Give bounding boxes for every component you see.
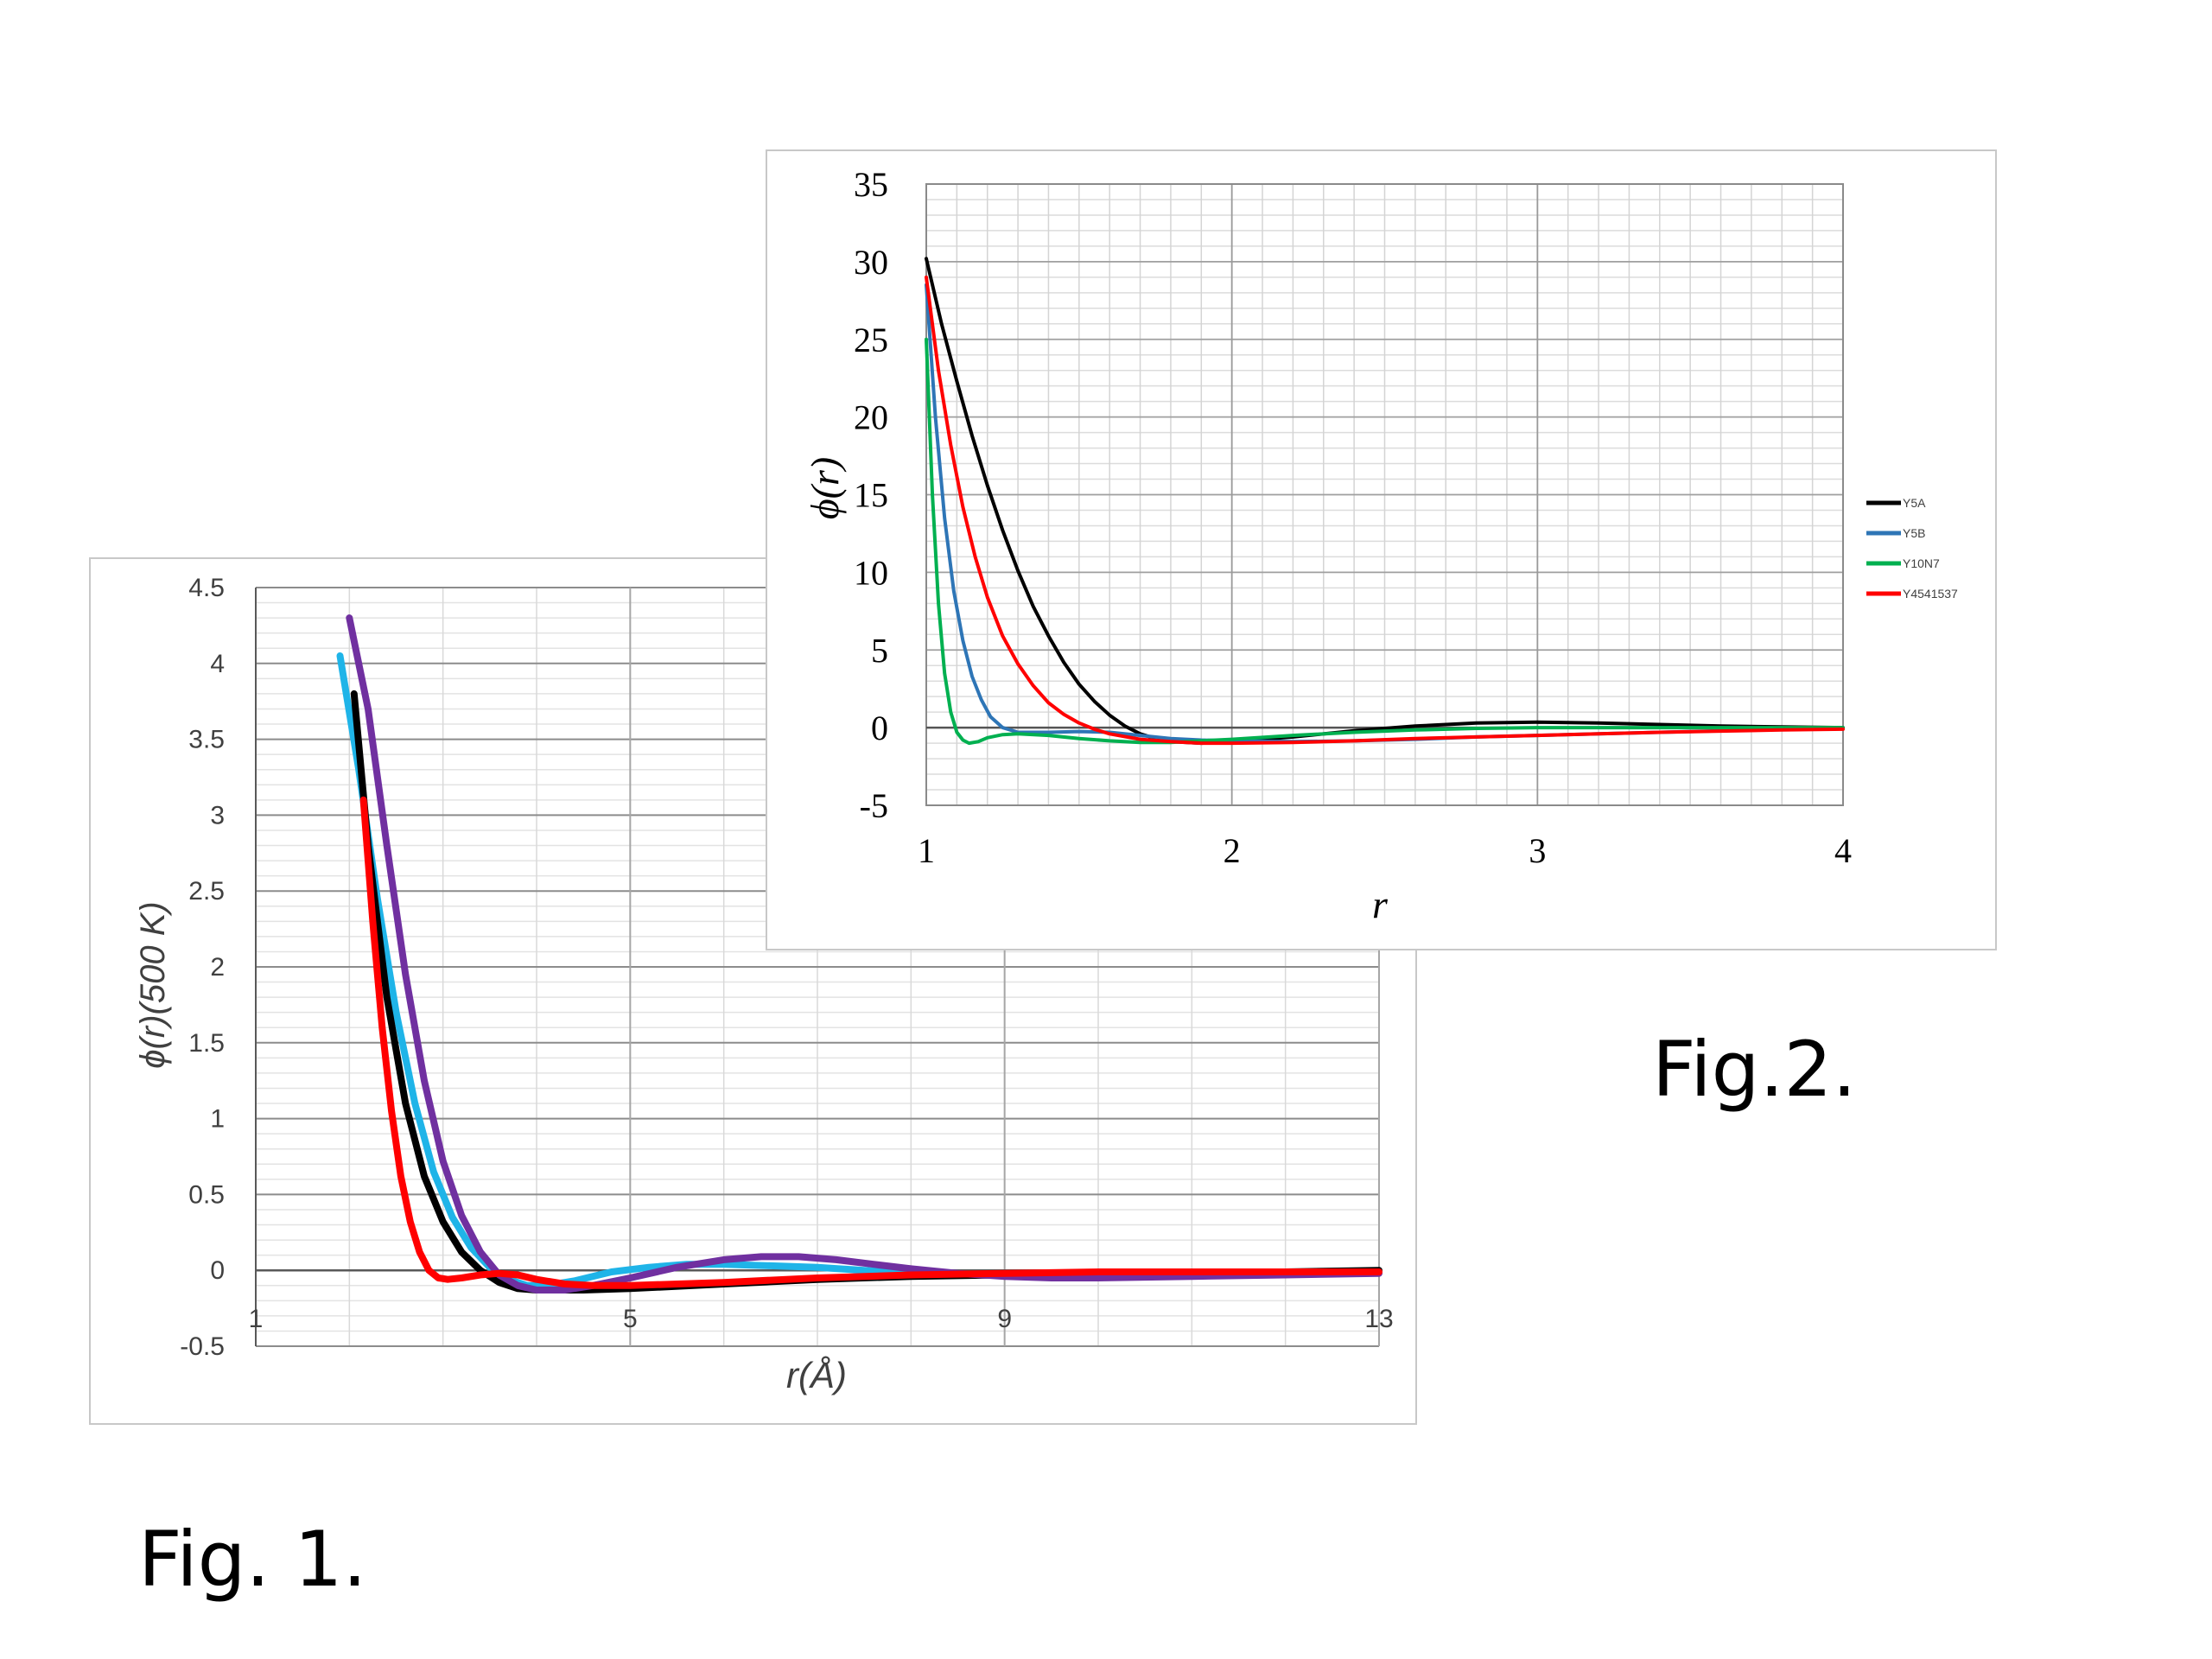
fig2-y-tick-label: 30 bbox=[854, 243, 888, 282]
fig2-x-tick-label: 4 bbox=[1834, 831, 1852, 870]
fig2-y-tick-label: 0 bbox=[871, 709, 888, 747]
fig1-y-tick-label: 3 bbox=[210, 801, 225, 830]
fig1-y-tick-label: 1.5 bbox=[188, 1029, 225, 1058]
fig1-y-tick-label: 3.5 bbox=[188, 726, 225, 754]
fig1-y-tick-label: 4 bbox=[210, 650, 225, 678]
fig1-x-tick-label: 5 bbox=[623, 1305, 638, 1333]
fig2-legend-label: Y10N7 bbox=[1903, 556, 1940, 570]
fig2-x-tick-label: 3 bbox=[1529, 831, 1546, 870]
fig2-y-tick-label: -5 bbox=[860, 786, 888, 825]
fig2-plot-area bbox=[925, 183, 1844, 806]
fig2-y-tick-labels: 35 30 25 20 15 10 5 0 -5 bbox=[854, 165, 888, 825]
fig1-caption: Fig. 1. bbox=[138, 1515, 366, 1604]
fig2-series-line-y10n7 bbox=[925, 337, 1845, 746]
fig1-y-tick-label: 2 bbox=[210, 953, 225, 982]
fig1-x-tick-label: 13 bbox=[1364, 1305, 1393, 1333]
fig2-x-tick-labels: 1 2 3 4 bbox=[918, 831, 1852, 870]
fig2-legend-label: Y4541537 bbox=[1903, 587, 1958, 601]
fig1-series-line-4 bbox=[359, 796, 1382, 1289]
fig1-y-tick-labels: 4.5 4 3.5 3 2.5 2 1.5 1 0.5 0 -0.5 bbox=[180, 574, 225, 1361]
fig2-caption: Fig.2. bbox=[1652, 1025, 1856, 1114]
fig1-y-tick-label: 2.5 bbox=[188, 877, 225, 906]
fig2-chart: 35 30 25 20 15 10 5 0 -5 1 2 3 4 r ϕ(r) Y5A Y5B Y10N7… bbox=[766, 149, 1997, 950]
fig1-y-tick-label: 0 bbox=[210, 1256, 225, 1285]
fig1-y-axis-label: ϕ(r)(500 K) bbox=[134, 901, 172, 1068]
fig2-x-axis-label: r bbox=[1372, 882, 1389, 926]
fig1-y-tick-label: 0.5 bbox=[188, 1180, 225, 1209]
fig1-x-axis-label: r(Å) bbox=[786, 1355, 847, 1395]
fig1-y-tick-label: -0.5 bbox=[180, 1332, 225, 1361]
fig2-y-tick-label: 5 bbox=[871, 631, 888, 670]
fig1-series-group bbox=[336, 614, 1382, 1294]
fig1-y-tick-label: 4.5 bbox=[188, 574, 225, 602]
fig2-y-tick-label: 20 bbox=[854, 398, 888, 437]
fig2-y-tick-label: 15 bbox=[854, 476, 888, 515]
fig2-x-tick-label: 2 bbox=[1224, 831, 1241, 870]
fig2-y-tick-label: 10 bbox=[854, 553, 888, 592]
fig2-legend-label: Y5B bbox=[1903, 526, 1925, 540]
fig1-x-tick-labels: 1 5 9 13 bbox=[249, 1305, 1394, 1333]
fig2-y-tick-label: 35 bbox=[854, 165, 888, 204]
fig2-legend: Y5A Y5B Y10N7 Y4541537 bbox=[1866, 496, 1958, 601]
fig2-y-tick-label: 25 bbox=[854, 321, 888, 359]
fig2-series-group bbox=[925, 257, 1845, 746]
fig1-x-tick-label: 1 bbox=[249, 1305, 264, 1333]
fig1-x-tick-label: 9 bbox=[997, 1305, 1012, 1333]
fig2-frame bbox=[766, 149, 1997, 950]
fig2-gridlines bbox=[925, 183, 1844, 806]
fig2-legend-label: Y5A bbox=[1903, 496, 1926, 510]
fig1-y-tick-label: 1 bbox=[210, 1105, 225, 1134]
fig1-series-line-3 bbox=[346, 614, 1382, 1294]
fig2-x-tick-label: 1 bbox=[918, 831, 935, 870]
fig2-series-line-y4541537 bbox=[925, 275, 1845, 746]
fig2-y-axis-label: ϕ(r) bbox=[803, 457, 847, 519]
